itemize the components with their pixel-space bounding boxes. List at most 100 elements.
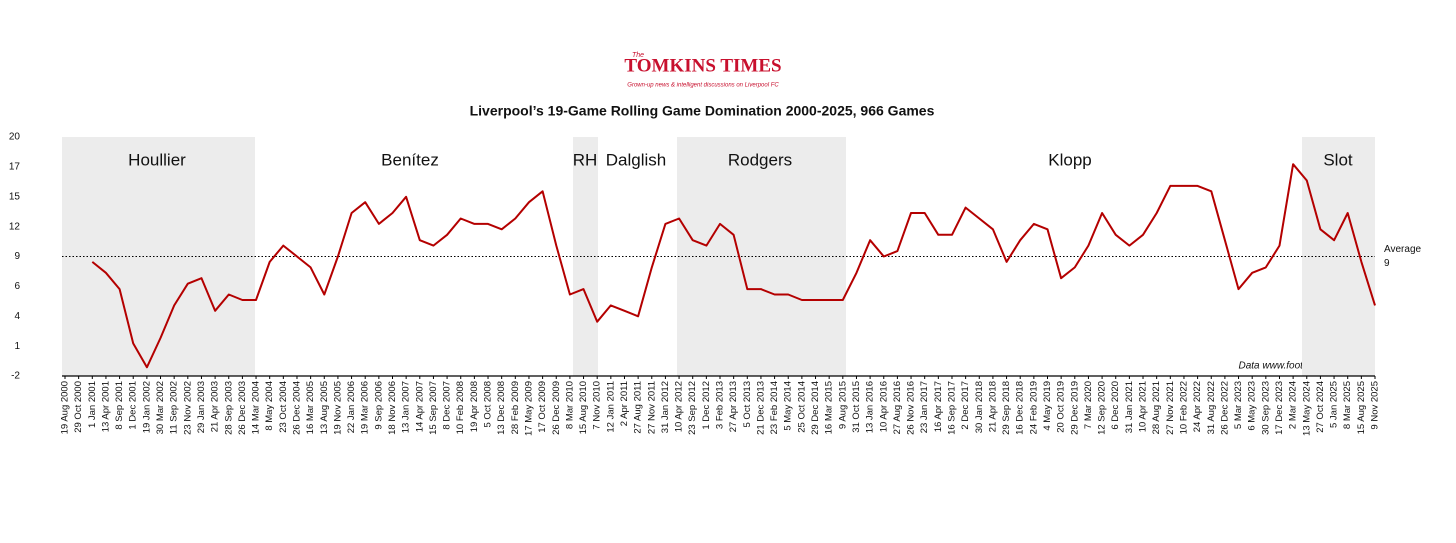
- x-tick-label: 2 Mar 2024: [1288, 381, 1299, 429]
- x-tick-label: 28 Sep 2003: [223, 381, 234, 435]
- x-tick-label: 26 Dec 2003: [237, 381, 248, 435]
- x-tick-label: 30 Mar 2002: [155, 381, 166, 434]
- x-tick-label: 17 Oct 2009: [537, 381, 548, 433]
- brand-name: TOMKINS TIMES: [624, 55, 781, 76]
- x-tick-label: 29 Dec 2019: [1069, 381, 1080, 435]
- manager-label: RH: [573, 150, 598, 169]
- x-tick-label: 30 Sep 2023: [1260, 381, 1271, 435]
- y-tick-label: 4: [14, 311, 20, 322]
- x-tick-label: 27 Aug 2011: [633, 381, 644, 434]
- brand-prefix: The: [632, 52, 644, 59]
- x-tick-label: 5 May 2014: [783, 381, 794, 431]
- y-tick-label: 9: [14, 251, 20, 262]
- x-tick-label: 15 Aug 2010: [578, 381, 589, 434]
- x-tick-label: 27 Nov 2011: [646, 381, 657, 434]
- x-tick-label: 8 Mar 2025: [1342, 381, 1353, 429]
- x-tick-label: 9 Aug 2015: [837, 381, 848, 429]
- x-tick-label: 4 May 2019: [1042, 381, 1053, 431]
- y-tick-label: 17: [9, 162, 21, 173]
- x-tick-label: 7 Mar 2020: [1083, 381, 1094, 429]
- x-tick-label: 26 Dec 2022: [1219, 381, 1230, 435]
- x-tick-label: 10 Feb 2008: [455, 381, 466, 434]
- x-tick-label: 29 Oct 2000: [73, 381, 84, 433]
- x-tick-label: 27 Apr 2013: [728, 381, 739, 432]
- x-tick-label: 17 Dec 2023: [1274, 381, 1285, 435]
- x-tick-label: 10 Apr 2012: [674, 381, 685, 432]
- manager-band: [1302, 137, 1375, 376]
- x-tick-label: 26 Dec 2004: [291, 381, 302, 435]
- x-tick-label: 10 Apr 2016: [878, 381, 889, 432]
- x-tick-label: 15 Aug 2025: [1356, 381, 1367, 434]
- x-tick-label: 31 Jan 2021: [1124, 381, 1135, 433]
- x-tick-label: 29 Sep 2018: [1001, 381, 1012, 435]
- manager-label: Rodgers: [728, 150, 792, 169]
- x-tick-label: 25 Oct 2014: [796, 381, 807, 433]
- x-tick-label: 28 Feb 2009: [510, 381, 521, 434]
- y-tick-label: 6: [14, 281, 20, 292]
- x-tick-label: 8 Dec 2007: [442, 381, 453, 430]
- x-tick-label: 23 Nov 2002: [182, 381, 193, 435]
- x-tick-label: 2 Apr 2011: [619, 381, 630, 426]
- x-tick-label: 23 Oct 2004: [278, 381, 289, 433]
- x-tick-label: 21 Apr 2003: [210, 381, 221, 432]
- average-value: 9: [1384, 258, 1390, 269]
- x-tick-label: 13 Jan 2007: [401, 381, 412, 433]
- chart-title: Liverpool’s 19-Game Rolling Game Dominat…: [470, 103, 935, 119]
- data-line: [91, 163, 1376, 369]
- x-tick-label: 1 Dec 2012: [701, 381, 712, 430]
- x-tick-label: 9 Nov 2025: [1370, 381, 1381, 430]
- x-tick-label: 13 Aug 2005: [319, 381, 330, 434]
- manager-band: [677, 137, 846, 376]
- manager-label: Dalglish: [606, 150, 666, 169]
- x-tick-label: 13 May 2024: [1301, 381, 1312, 436]
- x-tick-label: 19 Jan 2002: [141, 381, 152, 433]
- x-tick-label: 1 Jan 2001: [87, 381, 98, 428]
- brand-tagline: Grown-up news & intelligent discussions …: [627, 83, 779, 89]
- x-tick-label: 1 Dec 2001: [128, 381, 139, 430]
- x-tick-label: 16 Mar 2015: [824, 381, 835, 434]
- x-tick-label: 6 Dec 2020: [1110, 381, 1121, 430]
- y-tick-label: 12: [9, 221, 21, 232]
- x-tick-label: 8 Mar 2010: [564, 381, 575, 429]
- x-tick-label: 12 Jan 2011: [605, 381, 616, 433]
- x-tick-label: 5 Mar 2023: [1233, 381, 1244, 429]
- x-tick-label: 10 Feb 2022: [1178, 381, 1189, 434]
- x-tick-label: 31 Jan 2012: [660, 381, 671, 433]
- x-tick-label: 14 Apr 2007: [414, 381, 425, 432]
- y-tick-label: 15: [9, 191, 21, 202]
- x-tick-label: 5 Oct 2008: [483, 381, 494, 427]
- x-tick-label: 20 Oct 2019: [1056, 381, 1067, 433]
- x-tick-label: 23 Jan 2017: [919, 381, 930, 433]
- x-tick-label: 11 Sep 2002: [169, 381, 180, 434]
- x-tick-label: 26 Nov 2016: [906, 381, 917, 435]
- x-tick-label: 29 Jan 2003: [196, 381, 207, 433]
- x-tick-label: 6 May 2023: [1247, 381, 1258, 431]
- x-tick-label: 16 Mar 2005: [305, 381, 316, 434]
- x-tick-label: 14 Mar 2004: [251, 381, 262, 434]
- x-tick-label: 27 Aug 2016: [892, 381, 903, 434]
- x-tick-label: 23 Feb 2014: [769, 381, 780, 434]
- x-tick-label: 13 Dec 2008: [496, 381, 507, 435]
- x-tick-label: 26 Dec 2009: [551, 381, 562, 435]
- x-tick-label: 19 Apr 2008: [469, 381, 480, 432]
- x-tick-label: 8 Sep 2001: [114, 381, 125, 430]
- x-tick-label: 30 Jan 2018: [974, 381, 985, 433]
- x-tick-label: 3 Feb 2013: [715, 381, 726, 429]
- manager-label: Houllier: [128, 150, 186, 169]
- manager-label: Slot: [1323, 150, 1353, 169]
- x-tick-label: 24 Feb 2019: [1028, 381, 1039, 434]
- x-tick-label: 23 Sep 2012: [687, 381, 698, 435]
- x-tick-label: 2 Dec 2017: [960, 381, 971, 430]
- x-tick-label: 16 Apr 2017: [933, 381, 944, 432]
- x-tick-label: 5 Jan 2025: [1329, 381, 1340, 428]
- x-tick-label: 19 Nov 2005: [332, 381, 343, 435]
- x-tick-label: 31 Oct 2015: [851, 381, 862, 433]
- x-tick-label: 28 Aug 2021: [1151, 381, 1162, 434]
- x-tick-label: 31 Aug 2022: [1206, 381, 1217, 434]
- y-tick-label: 20: [9, 132, 21, 143]
- manager-label: Klopp: [1048, 150, 1091, 169]
- x-tick-label: 17 May 2009: [523, 381, 534, 436]
- x-tick-label: 13 Jan 2016: [865, 381, 876, 433]
- x-tick-label: 13 Apr 2001: [100, 381, 111, 432]
